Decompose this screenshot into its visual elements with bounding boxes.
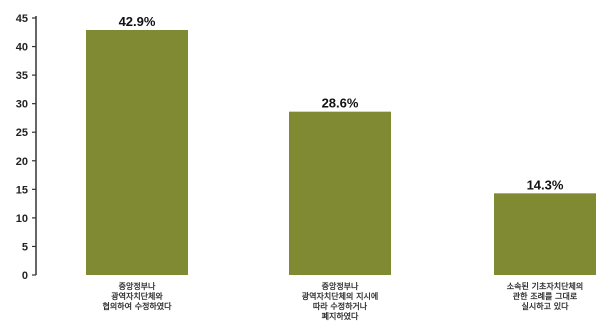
- y-tick-label: 0: [22, 270, 28, 282]
- y-tick-label: 40: [16, 42, 28, 54]
- data-label-1: 42.9%: [119, 14, 156, 29]
- category-label-2: 폐지하였다: [322, 311, 359, 321]
- category-label-2: 광역자치단체의 지시에: [302, 291, 378, 301]
- y-tick-label: 15: [16, 184, 28, 196]
- y-axis-ticks: 0 5 10 15 20 25 30 35 40 45: [16, 13, 36, 282]
- y-tick-label: 30: [16, 99, 28, 111]
- category-label-2: 중앙정부나: [322, 281, 359, 291]
- y-tick-label: 25: [16, 127, 28, 139]
- y-tick-label: 35: [16, 70, 28, 82]
- category-label-3: 소속된 기초자치단체의: [507, 281, 583, 291]
- data-label-2: 28.6%: [322, 96, 359, 111]
- category-label-1: 협의하여 수정하였다: [102, 301, 172, 311]
- category-label-3: 실시하고 있다: [522, 301, 570, 311]
- bar-1: [86, 29, 188, 276]
- bar-3: [494, 193, 596, 275]
- category-label-3: 관한 조례를 그대로: [513, 291, 578, 301]
- y-tick-label: 5: [22, 241, 28, 253]
- category-label-2: 따라 수정하거나: [313, 301, 368, 311]
- bar-2: [289, 111, 391, 275]
- y-tick-label: 20: [16, 156, 28, 168]
- y-tick-label: 45: [16, 13, 28, 25]
- data-label-3: 14.3%: [527, 177, 564, 192]
- category-label-1: 광역자치단체와: [111, 291, 163, 301]
- y-tick-label: 10: [16, 213, 28, 225]
- category-label-1: 중앙정부나: [119, 281, 156, 291]
